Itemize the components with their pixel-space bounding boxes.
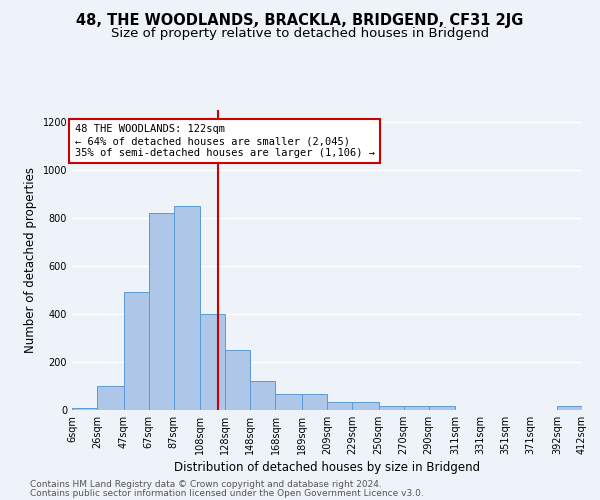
Bar <box>404 406 429 410</box>
Text: Contains HM Land Registry data © Crown copyright and database right 2024.: Contains HM Land Registry data © Crown c… <box>30 480 382 489</box>
Y-axis label: Number of detached properties: Number of detached properties <box>24 167 37 353</box>
Text: 48, THE WOODLANDS, BRACKLA, BRIDGEND, CF31 2JG: 48, THE WOODLANDS, BRACKLA, BRIDGEND, CF… <box>76 12 524 28</box>
Bar <box>275 394 302 410</box>
Bar <box>149 213 174 410</box>
Bar <box>302 394 327 410</box>
Text: 48 THE WOODLANDS: 122sqm
← 64% of detached houses are smaller (2,045)
35% of sem: 48 THE WOODLANDS: 122sqm ← 64% of detach… <box>74 124 374 158</box>
Bar <box>174 206 200 410</box>
Bar <box>250 381 275 410</box>
Bar <box>327 402 352 410</box>
Text: Size of property relative to detached houses in Bridgend: Size of property relative to detached ho… <box>111 28 489 40</box>
Bar <box>97 386 124 410</box>
Text: Distribution of detached houses by size in Bridgend: Distribution of detached houses by size … <box>174 461 480 474</box>
Bar <box>124 292 149 410</box>
Bar <box>352 402 379 410</box>
Bar <box>557 406 582 410</box>
Bar <box>200 314 225 410</box>
Bar <box>429 406 455 410</box>
Bar <box>379 406 404 410</box>
Bar <box>225 350 250 410</box>
Bar <box>72 408 97 410</box>
Text: Contains public sector information licensed under the Open Government Licence v3: Contains public sector information licen… <box>30 489 424 498</box>
